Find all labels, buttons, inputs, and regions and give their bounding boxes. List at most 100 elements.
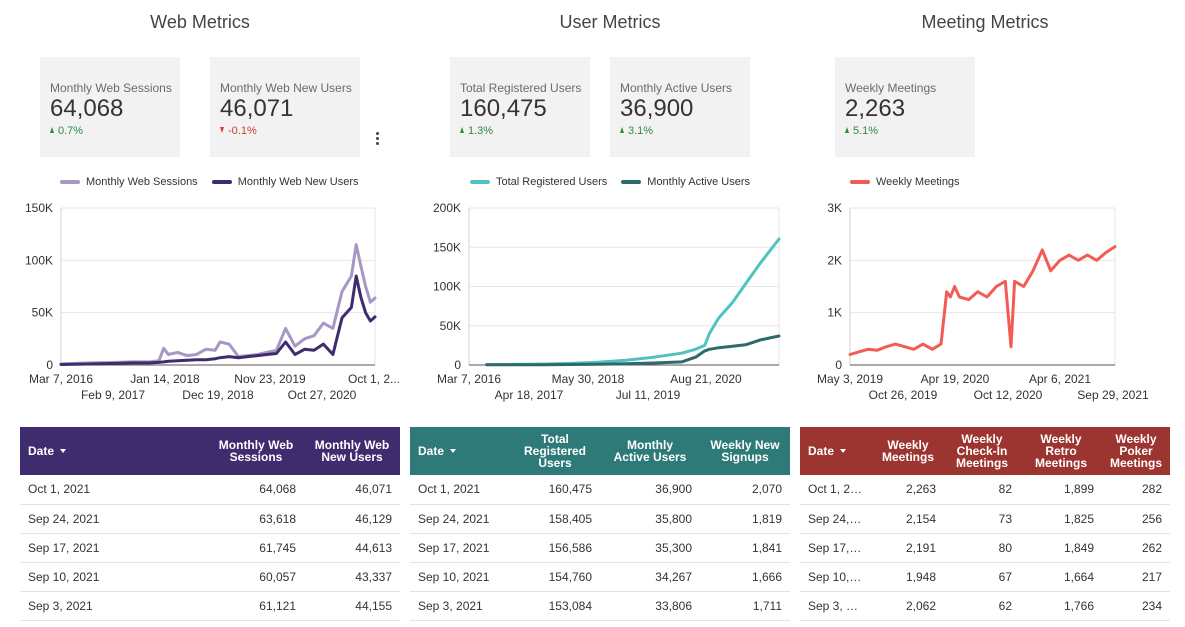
table-row[interactable]: Sep 24, 2021 63,618 46,129: [20, 504, 400, 534]
column-header-date[interactable]: Date: [800, 427, 872, 475]
series-line-monthly-active-users[interactable]: [485, 334, 781, 367]
kpi-value: 160,475: [460, 95, 547, 122]
column-header[interactable]: Weekly New Signups: [700, 427, 790, 475]
kpi-monthly-active-users[interactable]: Monthly Active Users 36,900 3.1%: [610, 57, 750, 157]
y-tick-label: 100K: [25, 253, 53, 267]
kpi-delta: 5.1%: [845, 125, 965, 137]
table-cell-value: 36,900: [600, 475, 700, 505]
x-tick-label: Nov 23, 2019: [234, 372, 306, 386]
legend-item-web-sessions[interactable]: Monthly Web Sessions: [60, 176, 198, 188]
table-header-row: Date Total Registered Users Monthly Acti…: [410, 427, 790, 475]
y-tick-label: 0: [835, 358, 842, 372]
column-header[interactable]: Weekly Check-In Meetings: [944, 427, 1020, 475]
arrow-up-icon: [845, 127, 849, 133]
legend-label: Monthly Web New Users: [237, 176, 359, 188]
table-row[interactable]: Oct 1, 2021 64,068 46,071: [20, 475, 400, 505]
table-cell-date: Oct 1, 2021: [20, 475, 208, 505]
table-row[interactable]: Oct 1, 2021 2,263 82 1,899 282: [800, 475, 1170, 505]
x-tick-label: Oct 1, 2...: [348, 372, 400, 386]
table-row[interactable]: Sep 24, 2021 158,405 35,800 1,819: [410, 504, 790, 534]
table-cell-value: 73: [944, 504, 1020, 534]
x-tick-label: Apr 19, 2020: [921, 372, 990, 386]
table-cell-date: Sep 10, 2021: [20, 562, 208, 592]
table-cell-value: 282: [1102, 475, 1170, 505]
meeting-metrics-table: Date Weekly Meetings Weekly Check-In Mee…: [800, 427, 1170, 621]
table-cell-date: Oct 1, 2021: [410, 475, 510, 505]
y-tick-label: 3K: [827, 201, 842, 215]
table-cell-value: 34,267: [600, 562, 700, 592]
column-header-date[interactable]: Date: [20, 427, 208, 475]
column-header[interactable]: Weekly Meetings: [872, 427, 944, 475]
table-row[interactable]: Sep 17, 2021 61,745 44,613: [20, 533, 400, 563]
kpi-monthly-web-sessions[interactable]: Monthly Web Sessions 64,068 0.7%: [40, 57, 180, 157]
y-tick-label: 50K: [32, 306, 53, 320]
table-row[interactable]: Sep 10, 2021 60,057 43,337: [20, 562, 400, 592]
table-cell-value: 160,475: [510, 475, 600, 505]
table-cell-value: 1,899: [1020, 475, 1102, 505]
column-header-date[interactable]: Date: [410, 427, 510, 475]
x-tick-label: May 30, 2018: [552, 372, 625, 386]
table-cell-value: 46,071: [304, 475, 400, 505]
x-tick-label: Oct 27, 2020: [288, 388, 357, 402]
table-cell-value: 2,062: [872, 591, 944, 621]
user-metrics-chart[interactable]: 0 50K 100K 150K 200K Mar 7, 2016 May 30, 2018 A…: [410, 196, 800, 406]
y-tick-label: 150K: [25, 201, 53, 215]
table-row[interactable]: Sep 17, 2021 156,586 35,300 1,841: [410, 533, 790, 563]
table-row[interactable]: Sep 3, 2021 61,121 44,155: [20, 591, 400, 621]
table-cell-value: 1,711: [700, 591, 790, 621]
legend-item-weekly-meetings[interactable]: Weekly Meetings: [850, 176, 960, 188]
table-cell-date: Sep 24, 2021: [20, 504, 208, 534]
table-row[interactable]: Sep 3, 2021 2,062 62 1,766 234: [800, 591, 1170, 621]
kpi-delta: 3.1%: [620, 125, 740, 137]
column-header[interactable]: Weekly Retro Meetings: [1020, 427, 1102, 475]
column-header[interactable]: Monthly Web New Users: [304, 427, 400, 475]
series-line-weekly-meetings[interactable]: [848, 245, 1117, 356]
table-cell-date: Sep 10, 2021: [800, 562, 872, 592]
table-row[interactable]: Sep 10, 2021 154,760 34,267 1,666: [410, 562, 790, 592]
sort-down-icon[interactable]: [840, 449, 847, 453]
meeting-metrics-chart[interactable]: 0 1K 2K 3K May 3, 2019 Apr 19, 2020 Apr 6, 202…: [800, 196, 1185, 406]
kpi-label: Monthly Web New Users: [220, 81, 352, 95]
table-cell-value: 262: [1102, 533, 1170, 563]
kpi-total-registered-users[interactable]: Total Registered Users 160,475 1.3%: [450, 57, 590, 157]
table-cell-value: 1,666: [700, 562, 790, 592]
column-header[interactable]: Monthly Web Sessions: [208, 427, 304, 475]
table-row[interactable]: Oct 1, 2021 160,475 36,900 2,070: [410, 475, 790, 505]
kpi-weekly-meetings[interactable]: Weekly Meetings 2,263 5.1%: [835, 57, 975, 157]
more-vert-icon[interactable]: [372, 132, 382, 150]
kpi-delta-text: -0.1%: [228, 125, 257, 137]
legend-item-total-registered[interactable]: Total Registered Users: [470, 176, 607, 188]
table-cell-value: 64,068: [208, 475, 304, 505]
arrow-up-icon: [460, 127, 464, 133]
column-header[interactable]: Monthly Active Users: [600, 427, 700, 475]
legend-item-monthly-active[interactable]: Monthly Active Users: [621, 176, 750, 188]
column-header[interactable]: Total Registered Users: [510, 427, 600, 475]
kpi-delta-text: 3.1%: [628, 125, 654, 137]
user-metrics-title: User Metrics: [559, 12, 661, 32]
table-cell-value: 234: [1102, 591, 1170, 621]
table-cell-date: Sep 17, 2021: [410, 533, 510, 563]
kpi-label: Total Registered Users: [460, 81, 582, 95]
table-cell-value: 2,154: [872, 504, 944, 534]
table-row[interactable]: Sep 3, 2021 153,084 33,806 1,711: [410, 591, 790, 621]
table-cell-date: Sep 3, 2021: [410, 591, 510, 621]
sort-down-icon[interactable]: [450, 449, 457, 453]
meeting-chart-legend: Weekly Meetings: [850, 176, 960, 188]
series-line-monthly-web-new-users[interactable]: [59, 274, 377, 366]
kpi-monthly-web-new-users[interactable]: Monthly Web New Users 46,071 -0.1%: [210, 57, 360, 157]
series-line-monthly-web-sessions[interactable]: [59, 243, 377, 366]
kpi-delta: 0.7%: [50, 125, 170, 137]
table-cell-value: 158,405: [510, 504, 600, 534]
sort-down-icon[interactable]: [60, 449, 67, 453]
table-cell-value: 1,819: [700, 504, 790, 534]
table-cell-value: 1,948: [872, 562, 944, 592]
legend-item-web-new-users[interactable]: Monthly Web New Users: [211, 176, 359, 188]
web-metrics-chart[interactable]: 0 50K 100K 150K Mar 7, 2016 Jan 14, 2018 Nov 2…: [0, 196, 400, 406]
table-cell-value: 35,800: [600, 504, 700, 534]
meeting-metrics-title: Meeting Metrics: [921, 12, 1049, 32]
x-tick-label: Feb 9, 2017: [81, 388, 145, 402]
column-header[interactable]: Weekly Poker Meetings: [1102, 427, 1170, 475]
